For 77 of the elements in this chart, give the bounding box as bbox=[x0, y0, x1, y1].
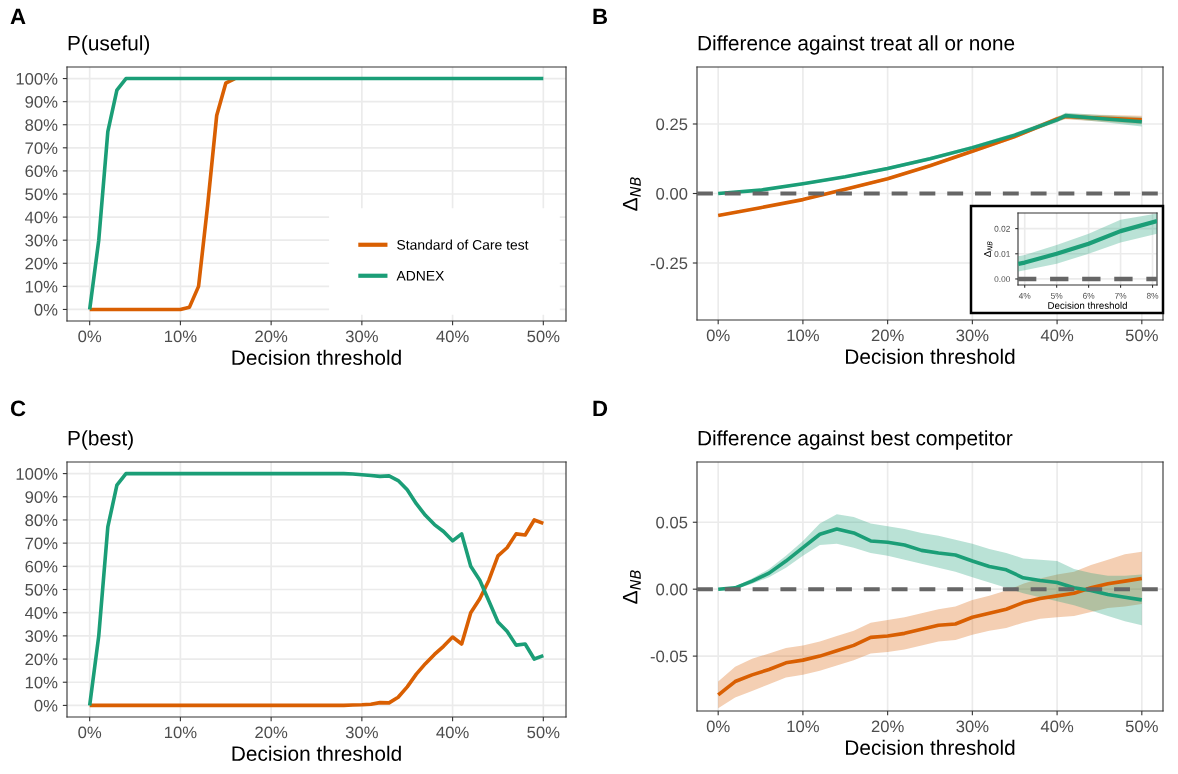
chart-title: P(best) bbox=[68, 430, 133, 450]
y-tick-label: -0.05 bbox=[650, 650, 688, 663]
x-tick-label: 50% bbox=[1125, 329, 1158, 342]
x-tick-label: 30% bbox=[345, 330, 378, 343]
x-tick-label: 7% bbox=[1114, 292, 1127, 299]
y-tick-label: 0.01 bbox=[994, 250, 1010, 257]
text: D bbox=[593, 400, 608, 417]
x-tick-label: 10% bbox=[787, 720, 819, 733]
text: B bbox=[593, 8, 608, 25]
y-tick-label: 70% bbox=[25, 537, 58, 550]
y-tick-label: 60% bbox=[25, 165, 58, 178]
y-tick-label: 60% bbox=[25, 560, 58, 573]
y-tick-label: 90% bbox=[25, 96, 58, 108]
x-axis-title: Decision threshold bbox=[232, 745, 401, 762]
y-tick-label: 50% bbox=[25, 188, 58, 201]
x-tick-label: 40% bbox=[1040, 720, 1074, 733]
y-tick-label: 20% bbox=[25, 257, 58, 270]
x-axis-title: Decision threshold bbox=[1048, 301, 1127, 309]
y-tick-label: 0% bbox=[34, 699, 58, 712]
y-tick-label: 0.02 bbox=[994, 225, 1010, 232]
y-tick-label: 0.00 bbox=[656, 187, 688, 200]
x-tick-label: 6% bbox=[1083, 292, 1095, 299]
legend-label: Standard of Care test bbox=[397, 239, 529, 250]
x-tick-label: 20% bbox=[255, 726, 288, 739]
y-tick-label: 80% bbox=[25, 119, 58, 131]
y-tick-label: 70% bbox=[25, 142, 58, 155]
x-tick-label: 10% bbox=[787, 329, 819, 342]
y-axis-title: Δ$_{NB}$ bbox=[622, 177, 641, 211]
y-tick-label: 0.25 bbox=[656, 118, 688, 131]
y-tick-label: 20% bbox=[25, 653, 58, 666]
legend-label: ADNEX bbox=[396, 271, 445, 281]
chart-title: Difference against treat all or none bbox=[698, 35, 1015, 55]
text: A bbox=[10, 8, 26, 25]
x-tick-label: 50% bbox=[1125, 720, 1158, 733]
x-tick-label: 40% bbox=[436, 330, 469, 343]
y-tick-label: 80% bbox=[25, 514, 58, 527]
x-tick-label: 0% bbox=[78, 726, 102, 739]
x-tick-label: 0% bbox=[706, 329, 730, 342]
chart-title: Difference against best competitor bbox=[698, 430, 1013, 450]
y-tick-label: 30% bbox=[25, 234, 58, 247]
x-tick-label: 4% bbox=[1018, 292, 1031, 299]
y-tick-label: -0.25 bbox=[650, 257, 688, 270]
y-tick-label: 0% bbox=[34, 303, 58, 316]
y-tick-label: 30% bbox=[25, 630, 58, 643]
x-axis-title: Decision threshold bbox=[846, 348, 1015, 365]
y-axis-title: Δ$_{NB}$ bbox=[622, 570, 641, 604]
x-tick-label: 8% bbox=[1146, 292, 1159, 299]
y-tick-label: 100% bbox=[16, 467, 58, 480]
x-tick-label: 40% bbox=[1040, 329, 1074, 342]
y-tick-label: 40% bbox=[25, 211, 58, 224]
x-tick-label: 20% bbox=[871, 720, 904, 733]
x-tick-label: 30% bbox=[345, 726, 378, 739]
x-tick-label: 50% bbox=[527, 726, 560, 739]
x-tick-label: 40% bbox=[436, 726, 469, 739]
y-tick-label: 0.00 bbox=[656, 583, 688, 596]
y-axis-title: Δ$_{NB}$ bbox=[984, 241, 993, 258]
chart-title: P(useful) bbox=[68, 35, 150, 55]
x-tick-label: 20% bbox=[255, 330, 288, 343]
x-tick-label: 10% bbox=[165, 726, 197, 739]
x-axis-title: Decision threshold bbox=[232, 349, 401, 366]
y-tick-label: 100% bbox=[16, 72, 58, 85]
x-tick-label: 30% bbox=[956, 329, 989, 342]
y-tick-label: 90% bbox=[25, 491, 58, 503]
x-axis-title: Decision threshold bbox=[846, 739, 1015, 756]
y-tick-label: 50% bbox=[25, 583, 58, 596]
text: C bbox=[10, 400, 26, 417]
x-tick-label: 0% bbox=[706, 720, 730, 733]
y-tick-label: 10% bbox=[25, 676, 58, 689]
y-tick-label: 0.05 bbox=[656, 516, 688, 529]
y-tick-label: 0.00 bbox=[994, 276, 1011, 283]
x-tick-label: 0% bbox=[78, 330, 102, 343]
y-tick-label: 40% bbox=[25, 607, 58, 619]
x-tick-label: 5% bbox=[1050, 292, 1063, 299]
x-tick-label: 10% bbox=[165, 330, 197, 343]
x-tick-label: 50% bbox=[527, 330, 560, 343]
x-tick-label: 20% bbox=[871, 329, 904, 342]
x-tick-label: 30% bbox=[956, 720, 989, 733]
